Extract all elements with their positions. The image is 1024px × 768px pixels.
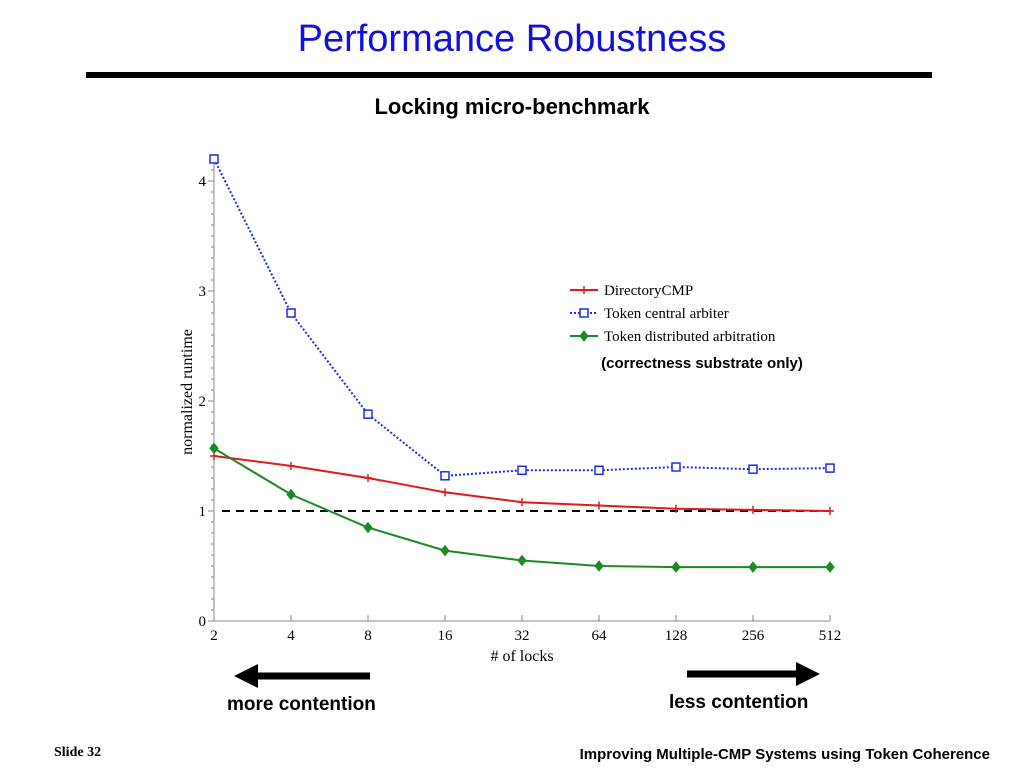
chart-axes: 0 1 2 3 4 2 4 8 16 32 64 128 256 512 [199,155,842,644]
plus-marker [749,505,757,514]
legend-item: DirectoryCMP [570,283,693,299]
y-tick-label: 0 [199,614,207,630]
plus-marker [595,501,603,510]
x-tick-label: 4 [287,628,295,644]
square-marker [286,308,296,318]
legend-label: DirectoryCMP [604,283,693,299]
less-contention-label: less contention [669,692,809,713]
diamond-marker [671,561,681,573]
square-marker [825,463,835,473]
series-line [213,158,831,477]
plus-marker [672,504,680,513]
square-marker [594,465,604,476]
series-2 [209,154,835,481]
x-tick-label: 512 [819,628,842,644]
plus-marker [441,488,449,497]
chart-legend: DirectoryCMP Token central arbiter Token d… [570,283,776,345]
right-arrow-icon [687,662,820,686]
legend-label: Token central arbiter [604,306,729,322]
legend-label: Token distributed arbitration [604,329,776,345]
square-marker [579,308,589,318]
slide-title: Performance Robustness [297,18,727,60]
plus-marker [287,461,295,470]
diamond-marker [440,544,450,557]
plus-marker [518,498,526,507]
diamond-marker [363,521,373,534]
square-marker [209,154,219,164]
chart-series [209,154,835,573]
footer-title: Improving Multiple-CMP Systems using Tok… [579,746,990,763]
plus-marker [580,286,588,294]
series-1 [210,452,834,515]
diamond-marker [825,561,835,573]
x-tick-label: 16 [438,628,454,644]
diamond-marker [286,488,296,501]
x-tick-label: 2 [210,628,218,644]
slide-number: Slide 32 [54,745,102,760]
x-tick-label: 256 [742,628,765,644]
square-marker [748,464,758,474]
square-marker [517,465,527,476]
series-3 [209,442,835,573]
left-arrow-icon [234,664,370,688]
chart-title: Locking micro-benchmark [374,94,650,119]
x-tick-label: 32 [515,628,530,644]
square-marker [363,409,373,419]
x-tick-label: 64 [592,628,608,644]
square-marker [440,471,450,481]
more-contention-label: more contention [227,694,376,715]
y-axis-label: normalized runtime [179,329,196,455]
y-tick-label: 4 [199,174,207,190]
square-marker [671,462,681,472]
x-tick-label: 8 [364,628,372,644]
diamond-marker [579,330,589,342]
x-tick-label: 128 [665,628,688,644]
plus-marker [364,474,372,482]
y-tick-label: 3 [199,284,207,300]
diamond-marker [209,442,219,455]
legend-item: Token central arbiter [570,306,729,322]
diamond-marker [517,554,527,567]
plus-marker [826,507,834,515]
x-axis-label: # of locks [490,648,553,665]
y-tick-label: 1 [199,504,207,520]
y-tick-label: 2 [199,394,207,410]
diamond-marker [748,561,758,573]
diamond-marker [594,560,604,572]
legend-item: Token distributed arbitration [570,329,776,345]
title-divider [86,72,932,78]
legend-note: (correctness substrate only) [601,355,803,372]
